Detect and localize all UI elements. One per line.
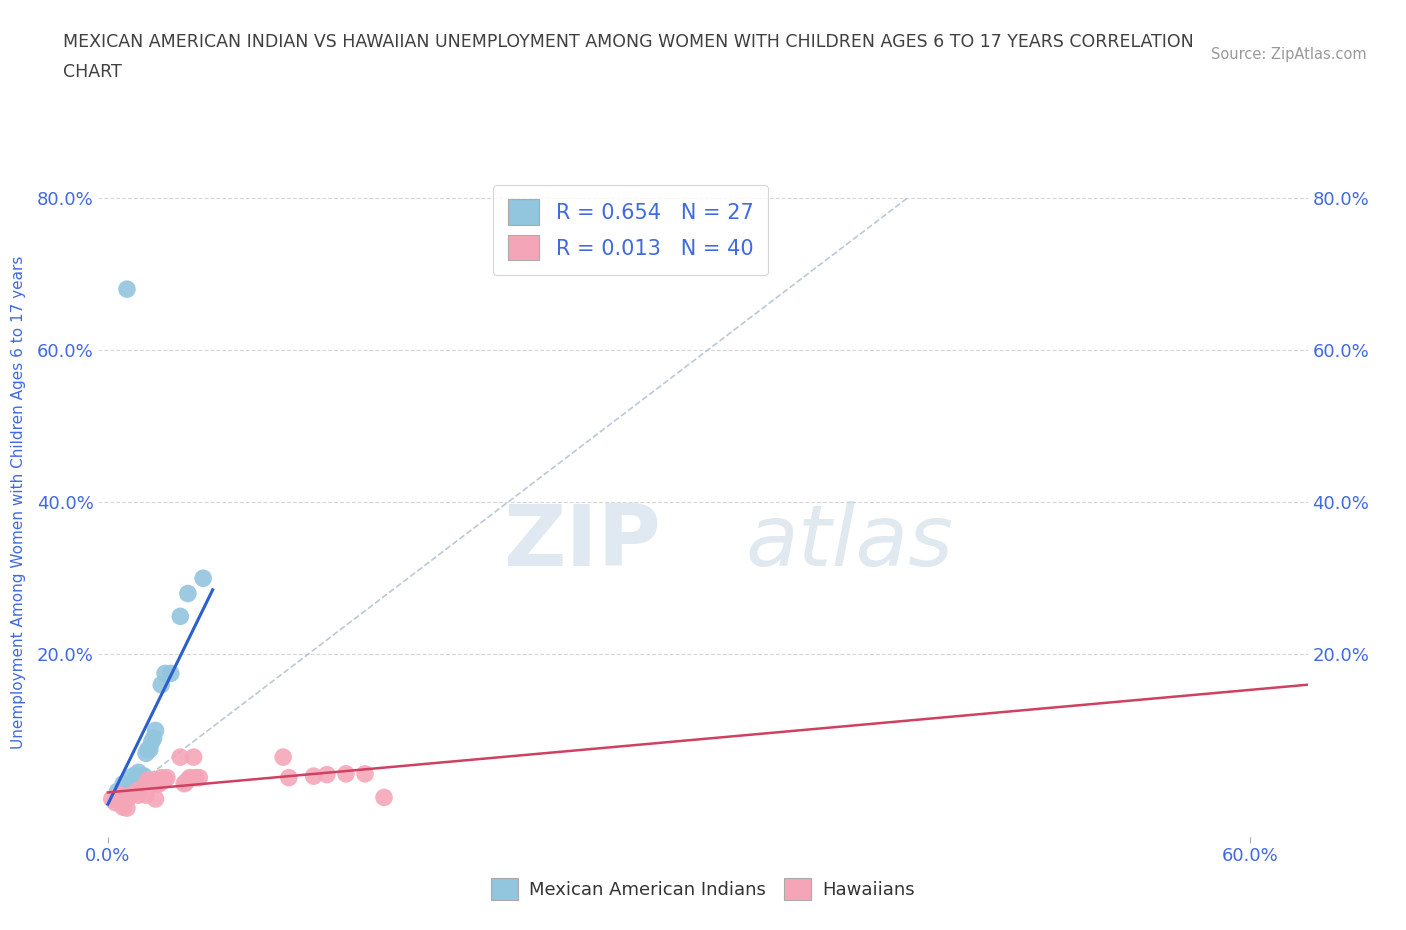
Point — [145, 723, 167, 737]
Point — [110, 788, 132, 803]
Point — [112, 791, 135, 806]
Point — [104, 795, 127, 810]
Point — [127, 773, 149, 788]
Point — [156, 770, 179, 785]
Point — [121, 769, 143, 784]
Point — [145, 773, 167, 788]
Point — [131, 769, 153, 784]
Point — [153, 666, 176, 681]
Point — [120, 788, 142, 803]
Point — [184, 770, 207, 785]
Point — [150, 677, 173, 692]
Point — [169, 750, 191, 764]
Point — [107, 784, 129, 799]
Point — [129, 780, 152, 795]
Point — [146, 777, 169, 791]
Point — [150, 770, 173, 785]
Point — [112, 777, 135, 791]
Point — [114, 791, 136, 806]
Text: ZIP: ZIP — [503, 501, 661, 584]
Point — [108, 788, 131, 803]
Point — [135, 788, 157, 803]
Point — [191, 571, 214, 586]
Y-axis label: Unemployment Among Women with Children Ages 6 to 17 years: Unemployment Among Women with Children A… — [11, 256, 25, 749]
Point — [135, 746, 157, 761]
Point — [112, 800, 135, 815]
Point — [107, 791, 129, 806]
Point — [335, 766, 357, 781]
Point — [136, 742, 159, 757]
Point — [108, 791, 131, 806]
Point — [100, 791, 122, 806]
Point — [277, 770, 299, 785]
Point — [153, 773, 176, 788]
Point — [142, 731, 165, 746]
Point — [179, 770, 201, 785]
Point — [316, 767, 339, 782]
Point — [148, 777, 170, 791]
Point — [125, 784, 148, 799]
Point — [173, 777, 195, 791]
Point — [127, 788, 149, 803]
Text: CHART: CHART — [63, 63, 122, 81]
Point — [120, 777, 142, 791]
Text: MEXICAN AMERICAN INDIAN VS HAWAIIAN UNEMPLOYMENT AMONG WOMEN WITH CHILDREN AGES : MEXICAN AMERICAN INDIAN VS HAWAIIAN UNEM… — [63, 33, 1194, 50]
Point — [141, 735, 163, 750]
Point — [115, 282, 138, 297]
Point — [125, 769, 148, 784]
Point — [115, 791, 138, 806]
Point — [125, 777, 148, 791]
Point — [131, 777, 153, 791]
Point — [183, 750, 205, 764]
Legend: R = 0.654   N = 27, R = 0.013   N = 40: R = 0.654 N = 27, R = 0.013 N = 40 — [494, 184, 768, 275]
Point — [131, 780, 153, 795]
Point — [159, 666, 181, 681]
Point — [177, 773, 200, 788]
Point — [302, 769, 325, 784]
Point — [127, 764, 149, 779]
Point — [373, 790, 395, 804]
Point — [115, 788, 138, 803]
Legend: Mexican American Indians, Hawaiians: Mexican American Indians, Hawaiians — [484, 870, 922, 907]
Point — [136, 773, 159, 788]
Point — [354, 766, 377, 781]
Point — [139, 742, 162, 757]
Point — [188, 770, 211, 785]
Point — [174, 775, 197, 790]
Text: Source: ZipAtlas.com: Source: ZipAtlas.com — [1211, 46, 1367, 61]
Point — [177, 586, 200, 601]
Point — [145, 791, 167, 806]
Point — [134, 769, 156, 784]
Point — [169, 609, 191, 624]
Text: atlas: atlas — [745, 501, 953, 584]
Point — [115, 791, 138, 806]
Point — [139, 773, 162, 788]
Point — [271, 750, 294, 764]
Point — [115, 801, 138, 816]
